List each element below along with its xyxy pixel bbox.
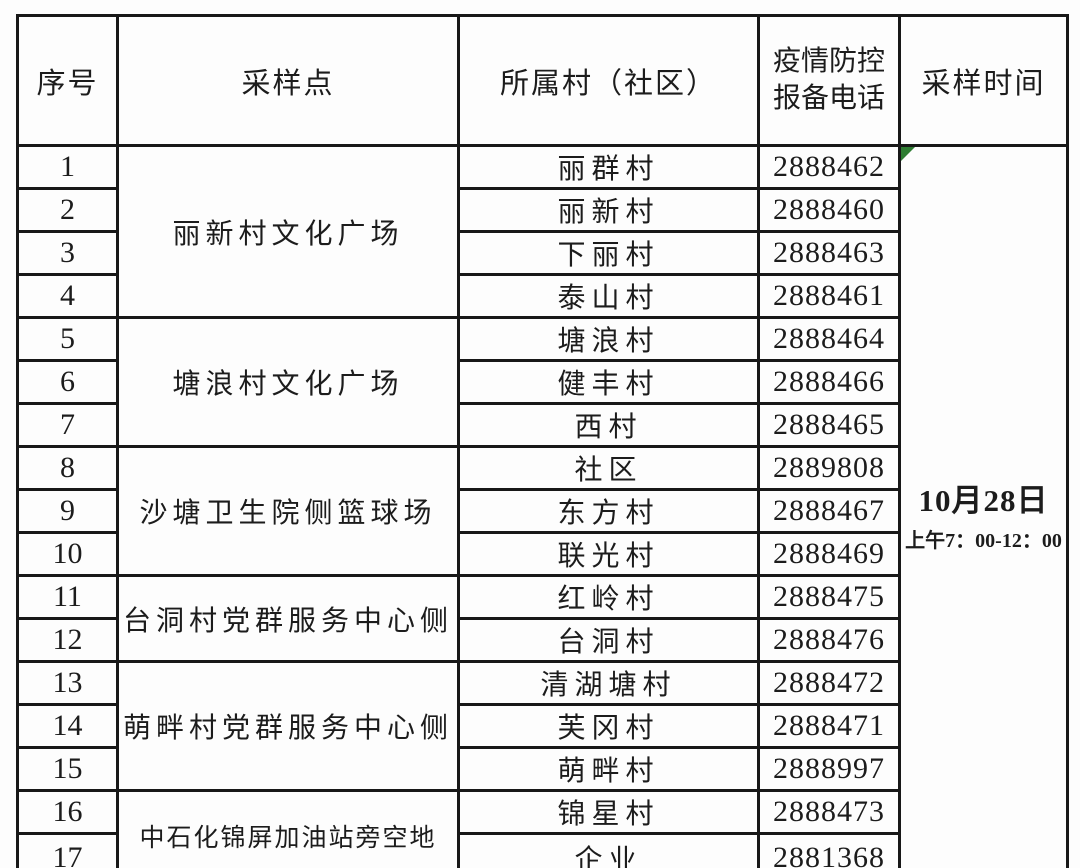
- table-row: 17 企业 2881368: [16, 832, 1068, 868]
- table-row: 8 沙塘卫生院侧篮球场 社区 2889808: [16, 445, 1068, 577]
- sampling-point-cell: 丽新村文化广场: [116, 144, 460, 319]
- table-row: 1 丽新村文化广场 丽群村 2888462 10月28日 上午7：00-12：0…: [16, 144, 1069, 868]
- seq-cell: 4: [16, 273, 119, 319]
- table-row: 10 联光村 2888469: [16, 531, 1068, 577]
- sampling-point-cell: 萌畔村党群服务中心侧: [116, 660, 460, 792]
- sampling-point-cell: 中石化锦屏加油站旁空地: [116, 789, 460, 868]
- seq-cell: 6: [16, 359, 119, 405]
- village-cell: 西村: [457, 402, 760, 448]
- table-row: 9 东方村 2888467: [16, 488, 1068, 534]
- village-cell: 健丰村: [457, 359, 760, 405]
- village-cell: 社区: [457, 445, 760, 491]
- phone-cell: 2889808: [757, 445, 901, 491]
- phone-cell: 2888475: [757, 574, 901, 620]
- sampling-point-cell: 台洞村党群服务中心侧: [116, 574, 460, 663]
- header-village: 所属村（社区）: [457, 14, 760, 147]
- seq-cell: 3: [16, 230, 119, 276]
- table-row: 4 泰山村 2888461: [16, 273, 1068, 319]
- header-phone: 疫情防控 报备电话: [757, 14, 901, 147]
- table-row: 13 萌畔村党群服务中心侧 清湖塘村 2888472: [16, 660, 1068, 792]
- table-row: 3 下丽村 2888463: [16, 230, 1068, 276]
- phone-cell: 2888463: [757, 230, 901, 276]
- sampling-hours: 上午7：00-12：00: [905, 529, 1062, 552]
- village-cell: 塘浪村: [457, 316, 760, 362]
- village-cell: 泰山村: [457, 273, 760, 319]
- phone-cell: 2888467: [757, 488, 901, 534]
- seq-cell: 1: [16, 144, 119, 190]
- sampling-schedule-table: 序号 采样点 所属村（社区） 疫情防控 报备电话 采样时间 1 丽新村文化广场 …: [16, 14, 1069, 868]
- table-row: 6 健丰村 2888466: [16, 359, 1068, 405]
- village-cell: 清湖塘村: [457, 660, 760, 706]
- phone-cell: 2888461: [757, 273, 901, 319]
- table-row: 2 丽新村 2888460: [16, 187, 1068, 233]
- header-sampling-time: 采样时间: [898, 14, 1069, 147]
- phone-cell: 2888472: [757, 660, 901, 706]
- table-row: 7 西村 2888465: [16, 402, 1068, 448]
- village-cell: 下丽村: [457, 230, 760, 276]
- seq-cell: 10: [16, 531, 119, 577]
- header-sampling-point: 采样点: [116, 14, 460, 147]
- seq-cell: 13: [16, 660, 119, 706]
- table-row: 16 中石化锦屏加油站旁空地 锦星村 2888473: [16, 789, 1068, 868]
- seq-cell: 7: [16, 402, 119, 448]
- green-corner-mark: [902, 148, 915, 161]
- seq-cell: 17: [16, 832, 119, 868]
- sampling-date: 10月28日: [918, 482, 1049, 518]
- sampling-point-cell: 沙塘卫生院侧篮球场: [116, 445, 460, 577]
- table-row: 14 芙冈村 2888471: [16, 703, 1068, 749]
- phone-cell: 2888476: [757, 617, 901, 663]
- header-seq: 序号: [16, 14, 119, 147]
- phone-cell: 2888466: [757, 359, 901, 405]
- seq-cell: 11: [16, 574, 119, 620]
- sampling-time-cell: 10月28日 上午7：00-12：00: [898, 144, 1069, 868]
- table-row: 15 萌畔村 2888997: [16, 746, 1068, 792]
- village-cell: 丽群村: [457, 144, 760, 190]
- phone-cell: 2888997: [757, 746, 901, 792]
- seq-cell: 2: [16, 187, 119, 233]
- seq-cell: 16: [16, 789, 119, 835]
- phone-cell: 2888460: [757, 187, 901, 233]
- village-cell: 企业: [457, 832, 760, 868]
- village-cell: 红岭村: [457, 574, 760, 620]
- table-row: 12 台洞村 2888476: [16, 617, 1068, 663]
- seq-cell: 9: [16, 488, 119, 534]
- village-cell: 台洞村: [457, 617, 760, 663]
- phone-cell: 2888473: [757, 789, 901, 835]
- village-cell: 丽新村: [457, 187, 760, 233]
- table-row: 5 塘浪村文化广场 塘浪村 2888464: [16, 316, 1068, 448]
- phone-cell: 2888462: [757, 144, 901, 190]
- sampling-point-cell: 塘浪村文化广场: [116, 316, 460, 448]
- phone-cell: 2888471: [757, 703, 901, 749]
- phone-cell: 2888465: [757, 402, 901, 448]
- header-row: 序号 采样点 所属村（社区） 疫情防控 报备电话 采样时间: [16, 14, 1069, 147]
- village-cell: 萌畔村: [457, 746, 760, 792]
- village-cell: 联光村: [457, 531, 760, 577]
- seq-cell: 5: [16, 316, 119, 362]
- seq-cell: 12: [16, 617, 119, 663]
- village-cell: 芙冈村: [457, 703, 760, 749]
- village-cell: 锦星村: [457, 789, 760, 835]
- seq-cell: 8: [16, 445, 119, 491]
- phone-cell: 2888469: [757, 531, 901, 577]
- village-cell: 东方村: [457, 488, 760, 534]
- seq-cell: 15: [16, 746, 119, 792]
- seq-cell: 14: [16, 703, 119, 749]
- table-row: 11 台洞村党群服务中心侧 红岭村 2888475: [16, 574, 1068, 663]
- phone-cell: 2881368: [757, 832, 901, 868]
- phone-cell: 2888464: [757, 316, 901, 362]
